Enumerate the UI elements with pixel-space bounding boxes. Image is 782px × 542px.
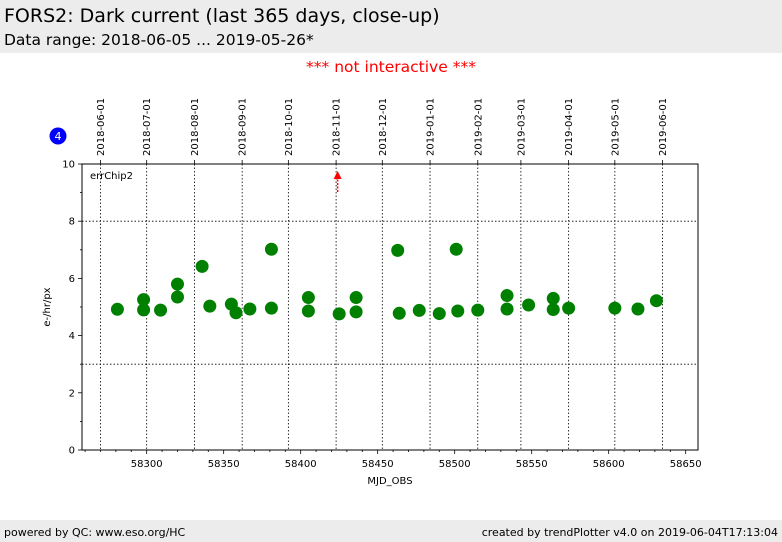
x-tick-label: 58350 [208, 459, 240, 470]
data-point [546, 303, 560, 317]
x-tick-label: 58600 [593, 459, 625, 470]
data-point [449, 242, 463, 256]
data-point [137, 303, 151, 317]
data-point [391, 243, 405, 257]
data-range-subtitle: Data range: 2018-06-05 ... 2019-05-26* [4, 31, 314, 49]
data-point [195, 259, 209, 273]
data-point [500, 302, 514, 316]
footer-bar: powered by QC: www.eso.org/HC created by… [0, 520, 782, 542]
footer-created-by: created by trendPlotter v4.0 on 2019-06-… [481, 526, 778, 539]
data-point [332, 307, 346, 321]
plot-frame [81, 163, 699, 451]
data-point [451, 304, 465, 318]
count-badge-label: 4 [55, 130, 62, 143]
x-tick-label: 58400 [285, 459, 317, 470]
data-point [243, 302, 257, 316]
data-point [137, 293, 151, 307]
data-point [154, 303, 168, 317]
y-tick-label: 10 [62, 160, 75, 171]
data-point [471, 303, 485, 317]
date-tick-label: 2018-08-01 [190, 98, 201, 156]
data-point [546, 291, 560, 305]
date-tick-label: 2018-11-01 [332, 98, 343, 156]
outlier-arrow-head [333, 171, 342, 179]
data-point [264, 301, 278, 315]
data-point [608, 301, 622, 315]
error-chip-annotation: errChip2 [90, 171, 133, 182]
data-point [229, 306, 243, 320]
date-tick-label: 2019-01-01 [426, 98, 437, 156]
x-tick-label: 58550 [516, 459, 548, 470]
date-tick-label: 2019-02-01 [473, 98, 484, 156]
date-tick-label: 2018-10-01 [284, 98, 295, 156]
y-tick-label: 0 [69, 446, 75, 457]
data-point [349, 305, 363, 319]
y-tick-label: 6 [69, 274, 75, 285]
data-point [412, 303, 426, 317]
data-point [203, 299, 217, 313]
y-tick-label: 8 [69, 217, 75, 228]
date-tick-label: 2019-05-01 [610, 98, 621, 156]
data-point [110, 302, 124, 316]
count-badge [49, 127, 67, 145]
data-point [562, 301, 576, 315]
data-point [301, 304, 315, 318]
data-point [349, 291, 363, 305]
x-tick-label: 58500 [439, 459, 471, 470]
date-tick-label: 2019-04-01 [564, 98, 575, 156]
y-axis-label: e-/hr/px [42, 287, 53, 326]
date-tick-label: 2018-07-01 [142, 98, 153, 156]
data-point [522, 298, 536, 312]
data-point [500, 289, 514, 303]
y-tick-label: 4 [69, 331, 75, 342]
data-point [264, 242, 278, 256]
y-tick-label: 2 [69, 388, 75, 399]
data-point [631, 302, 645, 316]
date-tick-label: 2018-09-01 [238, 98, 249, 156]
x-tick-label: 58300 [131, 459, 163, 470]
x-tick-label: 58450 [362, 459, 394, 470]
data-point [649, 294, 663, 308]
date-tick-label: 2018-12-01 [378, 98, 389, 156]
data-point [432, 307, 446, 321]
data-point [392, 306, 406, 320]
data-point [170, 290, 184, 304]
page-title: FORS2: Dark current (last 365 days, clos… [4, 5, 440, 27]
date-tick-label: 2019-03-01 [516, 98, 527, 156]
date-tick-label: 2019-06-01 [658, 98, 669, 156]
header-bar: FORS2: Dark current (last 365 days, clos… [0, 0, 782, 53]
date-tick-label: 2018-06-01 [96, 98, 107, 156]
x-tick-label: 58650 [670, 459, 702, 470]
not-interactive-notice: *** not interactive *** [306, 58, 476, 76]
data-point [301, 291, 315, 305]
footer-powered-by: powered by QC: www.eso.org/HC [4, 526, 186, 539]
x-axis-label: MJD_OBS [367, 476, 412, 487]
data-point [170, 277, 184, 291]
